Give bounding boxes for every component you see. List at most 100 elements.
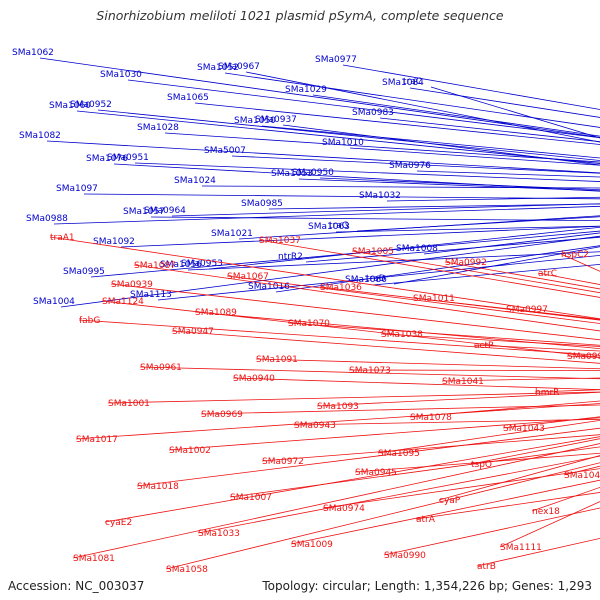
reverse-gene-label: SMa0945 <box>355 468 397 478</box>
reverse-leader-line <box>200 404 600 415</box>
reverse-leader-line <box>107 391 600 404</box>
forward-gene-label: SMa1004 <box>33 297 75 307</box>
forward-leader-line <box>164 132 600 163</box>
reverse-gene-label: SMa0947 <box>172 327 214 337</box>
forward-leader-line <box>76 110 600 164</box>
forward-gene-label: SMa1086 <box>345 275 387 285</box>
reverse-gene-label: SMa1017 <box>76 435 118 445</box>
forward-gene-label: SMa1050 <box>234 116 276 126</box>
forward-leader-line <box>150 216 600 221</box>
reverse-gene-label: SMa1067 <box>227 272 269 282</box>
reverse-leader-line <box>441 377 600 382</box>
summary-label: Topology: circular; Length: 1,354,226 bp… <box>262 579 592 593</box>
forward-gene-label: SMa1032 <box>359 191 401 201</box>
reverse-leader-line <box>383 507 600 556</box>
forward-gene-label: SMa1097 <box>56 184 98 194</box>
forward-leader-line <box>349 147 600 166</box>
reverse-leader-line <box>470 438 600 465</box>
forward-gene-label: SMa0976 <box>389 161 431 171</box>
forward-gene-label: SMa1082 <box>19 131 61 141</box>
forward-gene-label: SMa0995 <box>63 267 105 277</box>
forward-gene-label: SMa0950 <box>292 168 334 178</box>
reverse-gene-label: SMa1087 <box>134 261 176 271</box>
forward-leader-line <box>319 177 600 191</box>
forward-leader-line <box>83 193 600 200</box>
reverse-gene-label: SMa1011 <box>413 294 455 304</box>
reverse-leader-line <box>499 501 600 548</box>
reverse-leader-line <box>226 275 600 324</box>
forward-leader-line <box>342 64 600 110</box>
forward-gene-label: SMa1065 <box>167 93 209 103</box>
forward-gene-label: SMa1052 <box>197 63 239 73</box>
forward-leader-line <box>356 216 600 232</box>
reverse-leader-line <box>168 417 600 451</box>
reverse-gene-label: cyaE2 <box>105 518 132 528</box>
forward-leader-line <box>171 203 600 217</box>
forward-leader-line <box>39 57 600 138</box>
reverse-gene-label: SMa1111 <box>500 543 542 553</box>
forward-leader-line <box>245 71 600 143</box>
reverse-leader-line <box>354 452 600 473</box>
forward-leader-line <box>201 185 600 189</box>
reverse-gene-label: cyaP <box>439 496 461 506</box>
forward-leader-line <box>208 226 600 270</box>
reverse-leader-line <box>293 418 600 426</box>
forward-gene-label: SMa0964 <box>144 206 186 216</box>
reverse-leader-line <box>502 416 600 429</box>
forward-gene-label: SMa1062 <box>12 48 54 58</box>
reverse-gene-label: SMa1041 <box>442 377 484 387</box>
forward-gene-label: ntrR2 <box>278 252 303 262</box>
reverse-gene-label: traA1 <box>50 233 75 243</box>
forward-gene-label: SMa0977 <box>315 55 357 65</box>
forward-gene-label: SMa1084 <box>382 78 424 88</box>
reverse-gene-label: SMa1033 <box>198 529 240 539</box>
forward-leader-line <box>416 170 600 178</box>
forward-gene-label: SMa1021 <box>211 229 253 239</box>
reverse-gene-label: SMa1002 <box>169 446 211 456</box>
forward-gene-label: traD <box>366 274 386 284</box>
reverse-gene-label: SMa1078 <box>410 413 452 423</box>
forward-gene-label: traC <box>403 77 422 87</box>
forward-leader-line <box>305 236 600 263</box>
reverse-gene-label: SMa0939 <box>111 280 153 290</box>
reverse-leader-line <box>380 333 600 347</box>
reverse-gene-label: atrC <box>538 269 557 279</box>
forward-leader-line <box>282 124 600 166</box>
forward-leader-line <box>386 196 600 202</box>
reverse-leader-line <box>290 479 600 545</box>
forward-leader-line <box>134 162 600 182</box>
forward-gene-label: SMa1056 <box>160 260 202 270</box>
reverse-leader-line <box>133 264 600 332</box>
forward-leader-line <box>90 230 600 278</box>
reverse-gene-label: SMa0990 <box>384 551 426 561</box>
reverse-gene-label: SMa0992 <box>445 258 487 268</box>
reverse-gene-label: tspO <box>471 460 492 470</box>
reverse-leader-line <box>261 434 600 462</box>
reverse-gene-label: SMa0997 <box>506 305 548 315</box>
forward-leader-line <box>275 245 600 293</box>
reverse-gene-label: SMa1091 <box>256 355 298 365</box>
forward-gene-label: SMa0985 <box>241 199 283 209</box>
forward-leader-line <box>187 251 600 271</box>
forward-gene-label: SMa5007 <box>204 146 246 156</box>
accession-label: Accession: NC_003037 <box>8 579 145 593</box>
reverse-leader-line <box>136 427 600 487</box>
reverse-gene-label: SMa0940 <box>233 374 275 384</box>
reverse-leader-line <box>72 443 600 559</box>
reverse-gene-label: SMa1089 <box>195 308 237 318</box>
reverse-gene-label: SMa0943 <box>294 421 336 431</box>
forward-gene-label: SMa1024 <box>174 176 216 186</box>
reverse-leader-line <box>473 344 600 352</box>
forward-leader-line <box>430 86 600 139</box>
reverse-leader-line <box>49 236 600 320</box>
reverse-gene-label: SMa1081 <box>73 554 115 564</box>
forward-leader-line <box>97 109 600 161</box>
reverse-leader-line <box>139 366 600 380</box>
map-title: Sinorhizobium meliloti 1021 plasmid pSym… <box>96 8 504 23</box>
reverse-leader-line <box>101 300 600 358</box>
reverse-gene-label: nex18 <box>532 507 560 517</box>
reverse-leader-line <box>229 446 600 498</box>
forward-leader-line <box>298 178 600 192</box>
